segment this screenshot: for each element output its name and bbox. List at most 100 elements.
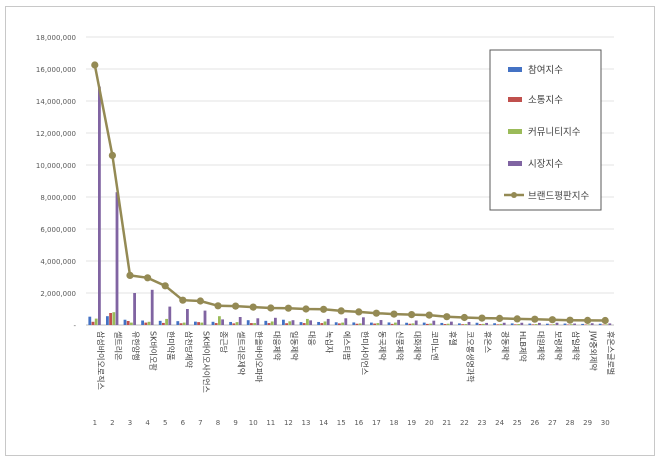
x-category-label: 유한양행 xyxy=(131,331,141,360)
brand-line xyxy=(91,61,609,325)
bar xyxy=(253,323,256,325)
bar xyxy=(186,309,189,325)
bar xyxy=(475,322,479,325)
bar xyxy=(291,320,295,325)
bar xyxy=(200,322,204,325)
x-rank-label: 27 xyxy=(548,419,557,427)
bar xyxy=(250,323,253,325)
bar xyxy=(320,323,324,325)
x-category-label: 한올바이오파마 xyxy=(254,331,264,383)
bar xyxy=(214,323,218,325)
bar xyxy=(405,322,408,325)
bar xyxy=(112,312,116,325)
brand-line-point xyxy=(601,316,609,325)
bar xyxy=(288,321,292,325)
bar xyxy=(352,322,356,325)
bar xyxy=(563,323,567,325)
bar xyxy=(299,322,303,325)
x-category-label: JW중외제약 xyxy=(589,330,599,371)
x-rank-label: 4 xyxy=(145,419,150,427)
bar xyxy=(546,323,549,325)
bar xyxy=(520,322,524,325)
legend-swatch-1 xyxy=(508,67,522,72)
bar xyxy=(197,322,200,325)
brand-line-point xyxy=(355,308,363,316)
bar xyxy=(158,320,162,325)
legend-swatch-3 xyxy=(508,129,522,134)
bar xyxy=(256,318,260,325)
bar xyxy=(94,318,98,325)
brand-line-point xyxy=(408,311,416,319)
x-rank-label: 2 xyxy=(110,419,114,427)
x-rank-label: 8 xyxy=(216,419,220,427)
bar xyxy=(379,320,383,325)
bar xyxy=(411,323,415,325)
legend-label-1: 참여지수 xyxy=(528,64,563,76)
y-tick-label: 18,000,000 xyxy=(36,34,76,42)
x-rank-label: 29 xyxy=(583,419,592,427)
bar xyxy=(194,321,197,325)
x-category-label: 대웅제약 xyxy=(272,331,282,361)
bar xyxy=(517,324,520,325)
y-tick-label: 14,000,000 xyxy=(36,98,76,106)
bar xyxy=(482,323,485,325)
bar xyxy=(514,324,517,325)
bar xyxy=(422,322,426,325)
bar xyxy=(323,321,327,325)
brand-line-point xyxy=(214,302,222,310)
legend-swatch-4 xyxy=(508,161,522,166)
bar xyxy=(274,317,277,325)
brand-line-point xyxy=(284,304,292,312)
x-category-label: HLB제약 xyxy=(518,331,528,362)
brand-line-point xyxy=(302,305,310,313)
bar xyxy=(203,310,207,325)
bar xyxy=(552,324,556,325)
legend-swatch-2 xyxy=(508,97,522,102)
x-rank-label: 7 xyxy=(198,419,202,427)
bar xyxy=(358,323,362,325)
bar xyxy=(326,318,330,325)
x-category-label: SK바이오사이언스 xyxy=(201,331,211,393)
bar xyxy=(397,319,400,325)
bar xyxy=(285,323,288,325)
bar xyxy=(432,320,436,325)
x-category-label: 대원제약 xyxy=(536,331,546,361)
brand-line-point xyxy=(460,313,468,322)
bar xyxy=(573,323,576,325)
bar xyxy=(426,323,429,325)
x-category-label: 코미노엔 xyxy=(430,331,440,360)
x-category-label: 신풍제약 xyxy=(395,331,405,361)
bar xyxy=(538,322,541,325)
bar xyxy=(232,323,236,325)
bar xyxy=(485,322,488,325)
x-category-label: 한미약품 xyxy=(166,331,176,360)
bar xyxy=(450,321,453,325)
bar xyxy=(147,321,151,325)
bar xyxy=(211,321,215,325)
bar xyxy=(133,293,136,325)
bar xyxy=(581,323,584,325)
bar xyxy=(373,323,376,325)
bar xyxy=(355,323,359,325)
bar xyxy=(282,319,285,325)
bar xyxy=(168,306,172,325)
brand-line-point xyxy=(179,296,187,304)
brand-line-point xyxy=(425,311,433,319)
y-tick-label: 4,000,000 xyxy=(40,258,76,266)
brand-line-point xyxy=(108,151,116,159)
bar xyxy=(98,86,101,325)
bar xyxy=(238,317,242,325)
bar xyxy=(341,322,344,325)
x-rank-label: 30 xyxy=(601,419,610,427)
x-category-label: 대화제약 xyxy=(413,331,423,361)
bar xyxy=(123,319,127,325)
bar xyxy=(414,320,418,325)
bar xyxy=(528,323,532,325)
bar xyxy=(590,323,594,325)
bar xyxy=(440,322,444,325)
bar xyxy=(165,318,168,325)
x-category-label: 삼성바이오로직스 xyxy=(96,331,106,390)
x-rank-label: 21 xyxy=(442,419,451,427)
bar xyxy=(267,323,271,325)
x-category-label: 휴온스 xyxy=(483,331,492,353)
